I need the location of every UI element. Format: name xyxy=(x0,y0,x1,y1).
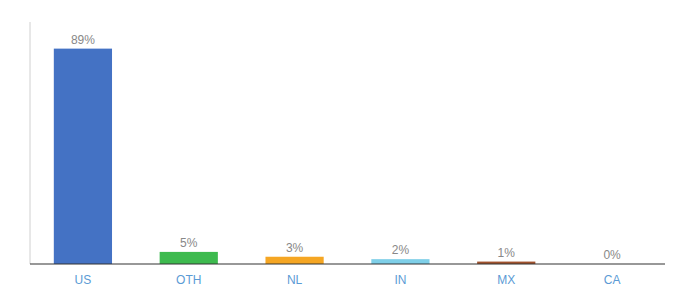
data-label: 0% xyxy=(603,248,621,262)
x-tick-label: MX xyxy=(497,273,515,287)
x-tick-label: CA xyxy=(604,273,621,287)
chart: 89% 5% 3% 2% 1% 0% US OTH NL IN MX CA xyxy=(0,0,680,300)
y-axis-line xyxy=(30,22,31,264)
bar xyxy=(54,49,112,264)
data-label: 5% xyxy=(180,236,198,250)
x-tick-label: NL xyxy=(287,273,303,287)
data-label: 1% xyxy=(498,246,516,260)
bar xyxy=(265,257,323,264)
x-tick-label: US xyxy=(75,273,92,287)
x-tick-label: IN xyxy=(394,273,406,287)
x-tick-label: OTH xyxy=(176,273,201,287)
data-label: 3% xyxy=(286,241,304,255)
bar xyxy=(371,259,429,264)
chart-container: 89% 5% 3% 2% 1% 0% US OTH NL IN MX CA xyxy=(0,0,680,300)
bar xyxy=(160,252,218,264)
x-axis-line xyxy=(30,263,665,264)
data-label: 2% xyxy=(392,243,410,257)
data-label: 89% xyxy=(71,33,95,47)
bars xyxy=(54,49,536,264)
